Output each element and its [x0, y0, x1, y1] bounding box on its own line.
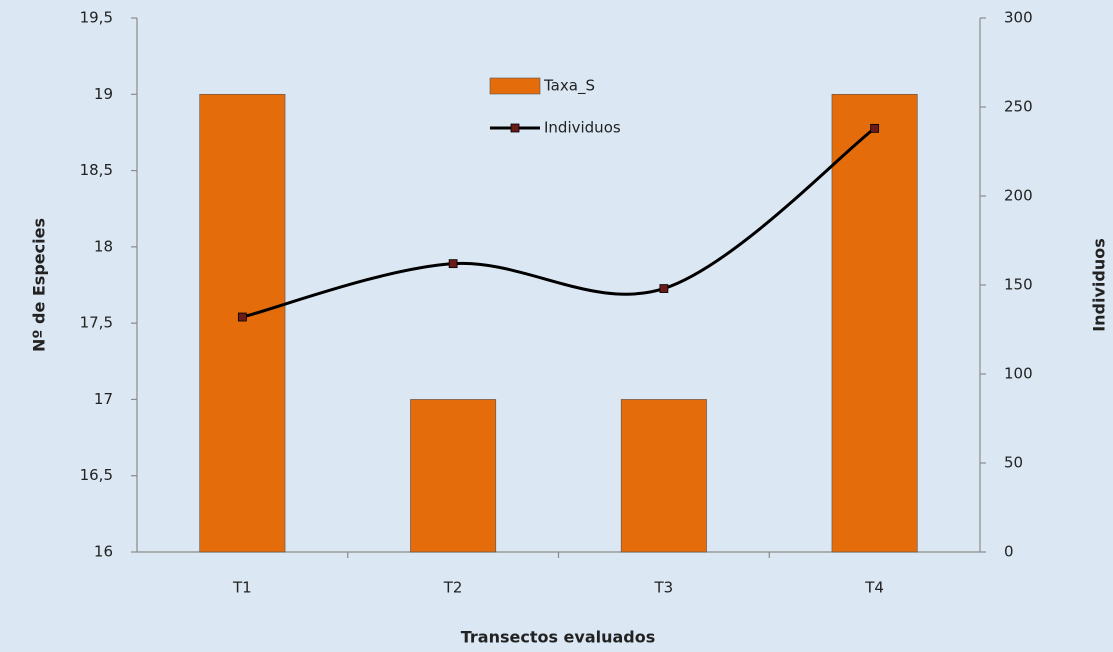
y2-tick-label: 50	[1004, 454, 1023, 472]
y-tick-label: 17	[94, 390, 113, 408]
y2-tick-label: 300	[1004, 9, 1033, 27]
bar	[199, 93, 286, 553]
line-marker	[659, 284, 669, 293]
x-tick-label: T1	[232, 579, 252, 597]
y-tick-label: 16	[94, 543, 113, 561]
line-marker	[448, 259, 458, 269]
y-tick-label: 18	[94, 237, 113, 255]
line-marker	[870, 123, 880, 133]
legend-label: Taxa_S	[543, 77, 595, 96]
y2-tick-label: 150	[1004, 276, 1033, 294]
y-axis-title: Nº de Especies	[30, 218, 49, 352]
y-tick-label: 19,5	[80, 9, 113, 27]
bar	[410, 399, 497, 553]
y2-tick-label: 200	[1004, 187, 1033, 205]
y-tick-label: 18,5	[80, 161, 113, 179]
legend-swatch	[489, 77, 541, 95]
line	[242, 127, 876, 319]
line-marker	[237, 312, 247, 322]
bar	[620, 399, 707, 553]
x-tick-label: T2	[443, 579, 463, 597]
y2-axis-title: Individuos	[1090, 238, 1109, 332]
bar	[831, 93, 918, 553]
y-tick-label: 17,5	[80, 314, 113, 332]
x-tick-label: T3	[654, 579, 674, 597]
y2-tick-label: 100	[1004, 365, 1033, 383]
y-tick-label: 16,5	[80, 466, 113, 484]
legend-marker	[510, 123, 520, 133]
x-tick-label: T4	[864, 579, 884, 597]
legend-label: Individuos	[544, 119, 621, 137]
y-tick-label: 19	[94, 85, 113, 103]
y2-tick-label: 250	[1004, 98, 1033, 116]
y2-tick-label: 0	[1004, 543, 1014, 561]
x-axis-title: Transectos evaluados	[461, 628, 656, 647]
